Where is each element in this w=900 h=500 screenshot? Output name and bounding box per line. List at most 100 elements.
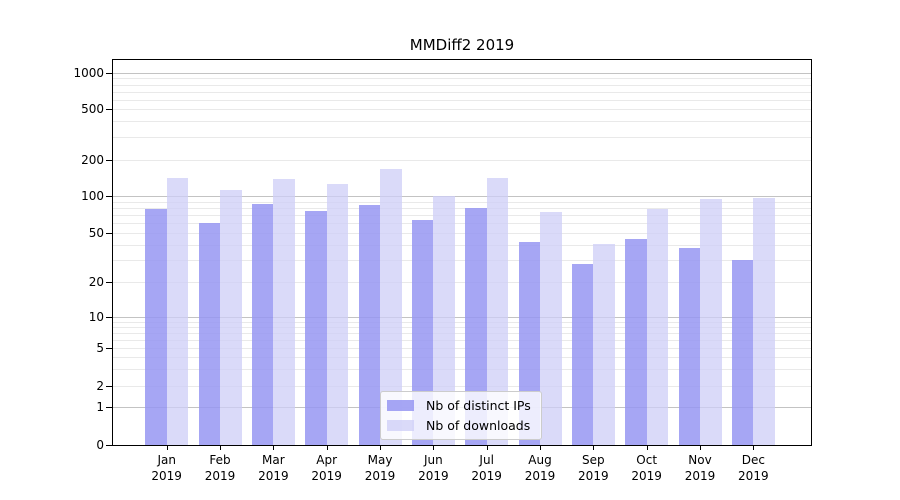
gridline-minor-6 (113, 339, 811, 341)
x-tick-jun (433, 446, 435, 450)
chart-title: MMDiff2 2019 (409, 36, 515, 54)
bar-downloads-aug (540, 212, 562, 445)
bar-downloads-jun (433, 196, 455, 445)
legend-label-downloads: Nb of downloads (426, 418, 531, 433)
bar-ips-apr (305, 211, 327, 445)
x-label-jun-2019: Jun 2019 (418, 453, 449, 483)
legend-label-distinct-ips: Nb of distinct IPs (426, 398, 531, 413)
gridline-minor-800 (113, 84, 811, 86)
x-tick-jan (166, 446, 168, 450)
bar-downloads-apr (326, 183, 349, 445)
x-tick-oct (646, 446, 648, 450)
y-tick-label-5: 5 (96, 341, 104, 355)
x-label-apr-2019: Apr 2019 (311, 453, 342, 483)
gridline-minor-200 (113, 160, 811, 161)
gridline-minor-3 (113, 369, 811, 371)
y-tick-20 (106, 282, 113, 283)
x-label-nov-2019: Nov 2019 (684, 453, 716, 483)
gridline-minor-4 (113, 357, 811, 359)
x-label-dec-2019: Dec 2019 (738, 453, 769, 483)
x-label-jan-2019: Jan 2019 (151, 453, 182, 483)
y-tick-label-200: 200 (81, 153, 104, 167)
bar-downloads-sep (593, 243, 615, 445)
gridline-minor-9 (113, 321, 811, 323)
bar-ips-jun (411, 219, 434, 445)
bar-ips-feb (198, 223, 221, 445)
x-tick-dec (753, 446, 755, 450)
bar-ips-nov (678, 247, 700, 445)
gridline-minor-20 (113, 282, 811, 283)
x-label-feb-2019: Feb 2019 (204, 453, 236, 483)
y-tick-200 (106, 160, 113, 161)
y-tick-label-1: 1 (96, 400, 104, 414)
y-tick-label-10: 10 (88, 310, 104, 324)
bar-ips-dec (731, 260, 754, 445)
y-tick-label-100: 100 (81, 189, 104, 203)
y-tick-label-500: 500 (81, 102, 104, 116)
plot-area (112, 59, 812, 446)
gridline-minor-400 (113, 121, 811, 123)
bar-downloads-jan (166, 177, 189, 445)
x-label-oct-2019: Oct 2019 (631, 453, 662, 483)
x-label-jul-2019: Jul 2019 (471, 453, 502, 483)
gridline-minor-40 (113, 244, 811, 246)
bar-ips-jan (145, 209, 167, 445)
x-tick-jul (486, 446, 488, 450)
gridline-minor-70 (113, 215, 811, 217)
gridline-minor-30 (113, 260, 811, 262)
y-tick-1 (106, 407, 113, 408)
y-tick-10 (106, 317, 113, 318)
gridline-minor-8 (113, 326, 811, 328)
gridline-minor-80 (113, 207, 811, 209)
y-tick-label-20: 20 (88, 275, 104, 289)
y-tick-2 (106, 386, 113, 387)
gridline-major-10 (113, 317, 811, 318)
gridline-minor-300 (113, 137, 811, 139)
x-tick-mar (273, 446, 275, 450)
bar-downloads-jul (486, 177, 509, 445)
x-label-aug-2019: Aug 2019 (524, 453, 556, 483)
y-tick-500 (106, 109, 113, 110)
gridline-major-100 (113, 196, 811, 197)
legend-swatch-distinct-ips-icon (387, 400, 414, 411)
y-tick-0 (106, 445, 113, 446)
x-tick-sep (593, 446, 595, 450)
gridline-minor-90 (113, 201, 811, 203)
x-tick-nov (700, 446, 701, 450)
y-tick-5 (106, 348, 113, 349)
bar-ips-may (358, 205, 381, 445)
legend: Nb of distinct IPs Nb of downloads (380, 391, 542, 440)
bar-downloads-feb (220, 189, 242, 445)
bar-downloads-nov (700, 198, 722, 445)
gridline-major-1000 (113, 73, 811, 74)
x-label-may-2019: May 2019 (364, 453, 396, 483)
bar-downloads-mar (273, 178, 295, 445)
bar-ips-sep (571, 264, 594, 445)
gridline-minor-5 (113, 348, 811, 349)
x-tick-may (380, 446, 382, 450)
gridline-minor-7 (113, 332, 811, 334)
y-tick-label-0: 0 (96, 438, 104, 452)
gridline-minor-500 (113, 109, 811, 110)
gridline-minor-900 (113, 78, 811, 80)
y-tick-1000 (106, 73, 113, 74)
y-tick-label-2: 2 (96, 379, 104, 393)
y-tick-label-1000: 1000 (73, 66, 104, 80)
bar-ips-oct (625, 238, 647, 445)
y-tick-100 (106, 196, 113, 197)
gridline-minor-60 (113, 223, 811, 225)
x-label-sep-2019: Sep 2019 (578, 453, 609, 483)
gridline-minor-600 (113, 99, 811, 101)
x-tick-aug (540, 446, 541, 450)
x-label-mar-2019: Mar 2019 (258, 453, 289, 483)
gridline-minor-700 (113, 91, 811, 93)
legend-entry-distinct-ips: Nb of distinct IPs (387, 397, 531, 414)
legend-entry-downloads: Nb of downloads (387, 417, 531, 434)
y-tick-50 (106, 233, 113, 234)
x-tick-feb (220, 446, 222, 450)
y-tick-label-50: 50 (88, 226, 104, 240)
bar-downloads-oct (646, 209, 669, 445)
bar-downloads-dec (753, 198, 775, 445)
bar-ips-jul (465, 207, 487, 445)
